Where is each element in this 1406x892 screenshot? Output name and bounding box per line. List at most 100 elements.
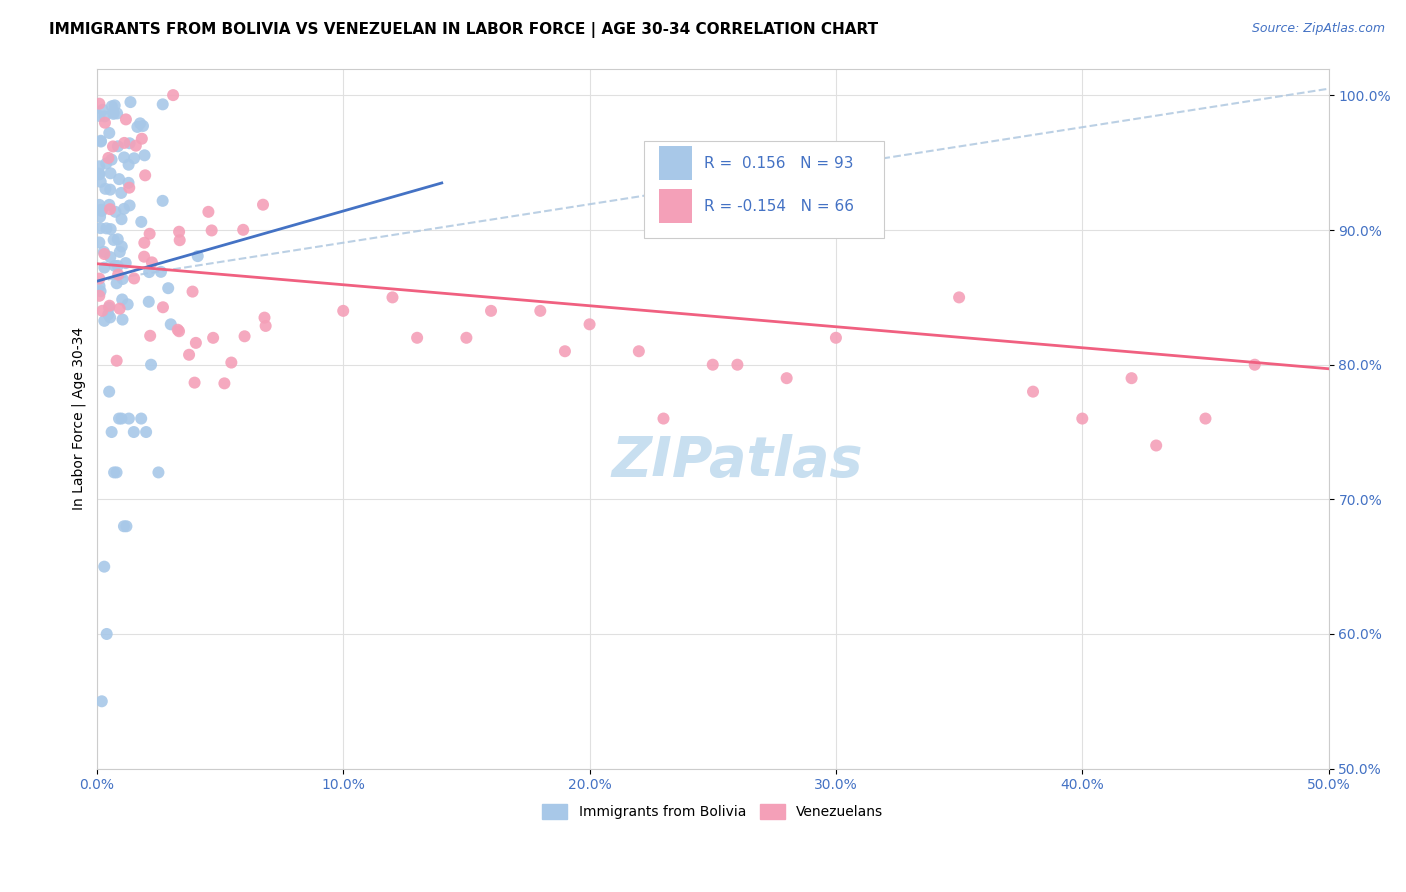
Point xyxy=(1071,411,1094,425)
Point xyxy=(107,139,129,153)
Point xyxy=(122,425,145,439)
Point xyxy=(135,425,157,439)
Point xyxy=(93,314,115,328)
Point xyxy=(111,312,134,326)
Point xyxy=(98,198,121,212)
Point xyxy=(948,290,970,304)
Point xyxy=(825,331,848,345)
Point xyxy=(233,329,256,343)
Point xyxy=(134,250,156,264)
Point xyxy=(98,202,121,216)
Point xyxy=(112,150,135,164)
Point xyxy=(98,301,121,315)
Point xyxy=(93,559,115,574)
Point xyxy=(214,376,236,391)
Point xyxy=(110,212,132,227)
Point xyxy=(93,247,115,261)
Point xyxy=(89,109,111,123)
Point xyxy=(98,299,121,313)
Legend: Immigrants from Bolivia, Venezuelans: Immigrants from Bolivia, Venezuelans xyxy=(537,798,889,825)
Point xyxy=(103,107,125,121)
Point xyxy=(96,627,118,641)
Point xyxy=(90,175,112,189)
Point xyxy=(96,221,118,235)
Point xyxy=(89,235,111,250)
Point xyxy=(100,425,122,439)
Point xyxy=(184,335,207,350)
Point xyxy=(134,169,156,183)
Point xyxy=(108,172,131,186)
Point xyxy=(138,265,160,279)
Text: R = -0.154   N = 66: R = -0.154 N = 66 xyxy=(704,199,853,214)
Point xyxy=(89,96,111,111)
Point xyxy=(381,290,404,304)
Point xyxy=(98,183,121,197)
Point xyxy=(134,235,156,250)
Text: R =  0.156   N = 93: R = 0.156 N = 93 xyxy=(704,155,853,170)
Point xyxy=(104,98,127,112)
Point xyxy=(131,132,153,146)
Point xyxy=(101,99,124,113)
Y-axis label: In Labor Force | Age 30-34: In Labor Force | Age 30-34 xyxy=(72,327,86,510)
Point xyxy=(578,318,600,332)
Point xyxy=(103,466,125,480)
Point xyxy=(1022,384,1045,399)
Point xyxy=(139,328,162,343)
Point xyxy=(98,250,121,264)
Point xyxy=(166,323,188,337)
Point xyxy=(90,202,112,217)
Point xyxy=(725,358,748,372)
Point xyxy=(89,210,111,224)
Point xyxy=(93,260,115,275)
Point xyxy=(1144,438,1167,452)
Point xyxy=(115,112,138,127)
Point xyxy=(89,168,111,182)
Point xyxy=(89,279,111,293)
Point xyxy=(105,466,128,480)
Point xyxy=(127,120,149,134)
Point xyxy=(111,239,134,253)
Point xyxy=(112,202,135,216)
Point xyxy=(162,88,184,103)
Point xyxy=(93,244,115,259)
Point xyxy=(112,519,135,533)
Point xyxy=(201,223,224,237)
Point xyxy=(100,153,122,167)
Point xyxy=(103,105,125,120)
Point xyxy=(702,358,724,372)
Point xyxy=(93,109,115,123)
Point xyxy=(554,344,576,359)
Point xyxy=(97,308,120,322)
Text: Source: ZipAtlas.com: Source: ZipAtlas.com xyxy=(1251,22,1385,36)
Point xyxy=(89,159,111,173)
Point xyxy=(118,180,141,194)
Point xyxy=(138,227,160,241)
Point xyxy=(110,186,132,200)
Point xyxy=(202,331,225,345)
Point xyxy=(167,225,190,239)
Point xyxy=(529,303,551,318)
Point xyxy=(89,221,111,235)
Point xyxy=(159,318,181,332)
Point xyxy=(107,232,129,246)
Point xyxy=(98,384,121,399)
Point xyxy=(129,116,152,130)
Point xyxy=(332,303,354,318)
Point xyxy=(96,156,118,170)
Point xyxy=(118,136,141,151)
Point xyxy=(406,331,429,345)
Point xyxy=(253,310,276,325)
Point xyxy=(89,198,111,212)
Point xyxy=(110,411,132,425)
Point xyxy=(652,411,675,425)
Point xyxy=(138,294,160,309)
Point xyxy=(100,222,122,236)
Point xyxy=(152,194,174,208)
Point xyxy=(100,166,122,180)
Point xyxy=(118,411,141,425)
Point xyxy=(122,151,145,165)
Point xyxy=(105,353,128,368)
Point xyxy=(117,176,139,190)
Point xyxy=(107,259,129,273)
Point xyxy=(139,358,162,372)
